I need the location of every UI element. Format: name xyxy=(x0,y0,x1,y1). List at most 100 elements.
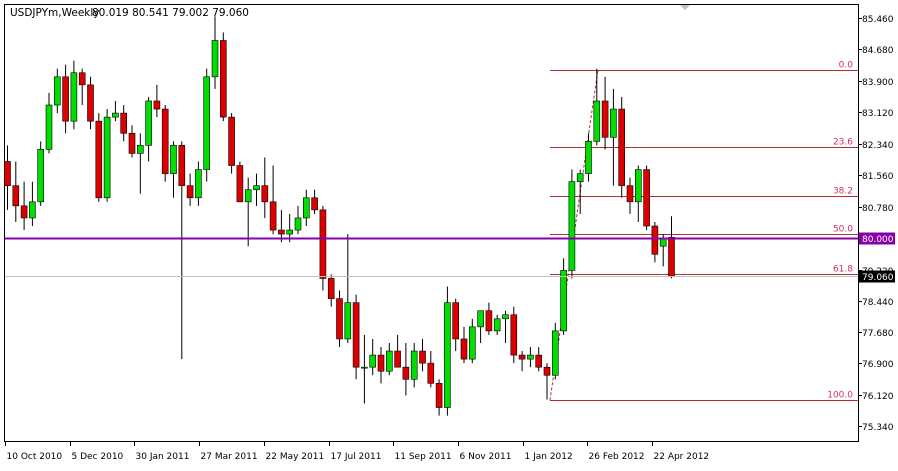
plot-frame xyxy=(4,4,859,442)
candle xyxy=(278,209,285,243)
candle xyxy=(394,334,401,368)
x-tick-label: 30 Jan 2011 xyxy=(136,452,190,462)
candle-body xyxy=(560,270,567,332)
candle-body xyxy=(601,100,609,138)
candle xyxy=(518,351,526,372)
candle xyxy=(128,125,136,158)
candle xyxy=(444,286,451,416)
candle xyxy=(153,84,161,118)
candle xyxy=(87,76,94,130)
candle-body xyxy=(352,302,360,368)
candle-body xyxy=(377,354,385,372)
candle xyxy=(211,16,219,89)
candle-body xyxy=(53,76,61,106)
candle-body xyxy=(485,310,493,332)
candle xyxy=(145,96,152,162)
candle-body xyxy=(452,302,460,340)
candle xyxy=(29,181,36,227)
fib-level-label: 0.0 xyxy=(839,61,854,71)
candle-body xyxy=(336,298,343,340)
candle-body xyxy=(186,185,194,199)
candle xyxy=(269,165,277,235)
candle-body xyxy=(78,72,86,86)
candle xyxy=(236,161,244,203)
fib-level-label: 100.0 xyxy=(827,391,853,401)
candle xyxy=(510,306,518,364)
candle xyxy=(319,205,327,291)
candle xyxy=(53,68,61,114)
candle-body xyxy=(145,100,152,146)
candle xyxy=(186,173,194,206)
x-tick-label: 22 Apr 2012 xyxy=(654,452,710,462)
candle xyxy=(527,347,534,368)
x-tick-label: 26 Feb 2012 xyxy=(589,452,645,462)
candle-body xyxy=(261,185,269,203)
candle xyxy=(369,338,377,376)
candle xyxy=(361,334,368,404)
candle-body xyxy=(643,169,650,227)
candle xyxy=(419,338,426,372)
candle-body xyxy=(294,217,302,231)
candle xyxy=(294,205,302,235)
y-tick-label: 76.120 xyxy=(862,392,894,402)
candle-body xyxy=(178,145,186,186)
candle xyxy=(468,318,476,364)
candle-body xyxy=(385,350,393,372)
candle xyxy=(103,109,111,202)
candle-body xyxy=(626,185,634,203)
x-tick-label: 5 Dec 2010 xyxy=(72,452,124,462)
candle-body xyxy=(327,278,335,299)
x-tick-label: 22 May 2011 xyxy=(266,452,325,462)
scroll-shift-marker[interactable] xyxy=(680,5,690,10)
candle-body xyxy=(161,108,169,174)
x-tick-label: 11 Sep 2011 xyxy=(395,452,452,462)
fib-level-label: 23.6 xyxy=(833,138,853,148)
candle-body xyxy=(551,330,559,376)
candle-body xyxy=(502,314,509,320)
x-tick-label: 10 Oct 2010 xyxy=(7,452,63,462)
candle xyxy=(610,88,617,186)
candle-body xyxy=(45,104,53,150)
candle-body xyxy=(4,161,11,186)
candle xyxy=(535,347,543,372)
candle xyxy=(336,290,343,348)
candle xyxy=(352,294,360,380)
candle-body xyxy=(543,366,551,376)
candle xyxy=(560,258,567,335)
candle-body xyxy=(87,84,94,122)
x-tick-label: 1 Jan 2012 xyxy=(525,452,573,462)
y-tick-label: 82.340 xyxy=(862,141,894,151)
chart-header-ohlc: 80.019 80.541 79.002 79.060 xyxy=(92,7,249,19)
candle xyxy=(452,298,460,352)
y-tick-label: 75.340 xyxy=(862,423,894,433)
candle-body xyxy=(535,354,543,368)
candle xyxy=(261,157,269,218)
y-tick-label: 81.560 xyxy=(862,172,894,182)
candle xyxy=(485,302,493,335)
candle-body xyxy=(527,354,534,360)
time-axis[interactable]: 10 Oct 2010 5 Dec 2010 30 Jan 2011 27 Mar 2… xyxy=(5,441,710,462)
candle xyxy=(477,310,484,343)
candle xyxy=(37,141,45,206)
candle-body xyxy=(244,189,252,203)
candle xyxy=(70,60,78,130)
candle xyxy=(460,326,468,364)
candle-body xyxy=(95,120,103,199)
candle-body xyxy=(128,132,136,154)
candle-body xyxy=(29,201,36,219)
candle-body xyxy=(70,72,78,122)
x-tick-label: 6 Nov 2011 xyxy=(460,452,512,462)
candle-body xyxy=(568,181,576,271)
y-tick-label: 80.780 xyxy=(862,204,894,214)
candle-body xyxy=(228,116,235,166)
candle-body xyxy=(668,237,675,277)
candle xyxy=(228,113,235,174)
candle xyxy=(618,96,626,198)
candle xyxy=(95,113,103,202)
price-axis[interactable]: 85.460 84.680 83.900 83.120 82.340 81.560 80.7… xyxy=(858,15,895,433)
candle-body xyxy=(278,229,285,235)
candle xyxy=(643,165,650,231)
candle xyxy=(195,161,202,206)
